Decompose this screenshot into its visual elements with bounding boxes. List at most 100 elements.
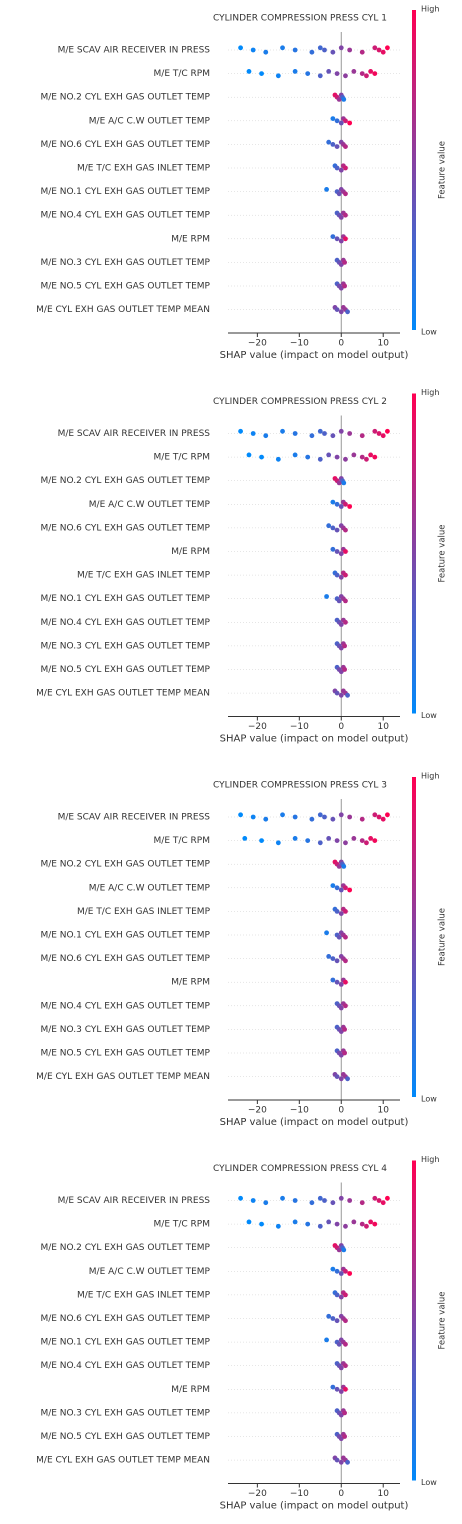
colorbar-label: Feature value (438, 1291, 448, 1349)
shap-point (317, 73, 323, 79)
shap-point (338, 1005, 344, 1011)
shap-point (372, 838, 378, 843)
shap-point (343, 1363, 348, 1369)
shap-point (263, 1200, 269, 1206)
shap-point (376, 1198, 382, 1203)
feature-label: M/E NO.2 CYL EXH GAS OUTLET TEMP (40, 476, 210, 486)
shap-point (385, 1195, 390, 1201)
shap-point (330, 816, 336, 822)
shap-point (345, 692, 350, 698)
shap-point (343, 212, 348, 218)
shap-point (338, 622, 344, 627)
shap-point (280, 812, 285, 818)
shap-point (259, 838, 264, 843)
shap-point (359, 838, 365, 843)
shap-point (343, 456, 348, 462)
shap-point (305, 71, 311, 76)
shap-point (368, 1219, 374, 1225)
shap-point (334, 1074, 340, 1079)
shap-point (334, 958, 340, 964)
shap-point (347, 1271, 353, 1276)
shap-point (334, 527, 340, 533)
feature-label: M/E NO.1 CYL EXH GAS OUTLET TEMP (40, 931, 210, 941)
shap-point (343, 1223, 348, 1229)
shap-point (330, 1384, 336, 1390)
shap-point (338, 238, 344, 244)
feature-label: M/E NO.3 CYL EXH GAS OUTLET TEMP (40, 258, 210, 268)
colorbar-low: Low (421, 1095, 437, 1104)
shap-point (372, 428, 378, 434)
shap-point (343, 144, 348, 150)
shap-point (330, 1316, 336, 1321)
shap-point (338, 1271, 344, 1276)
shap-point (338, 1195, 344, 1201)
shap-point (342, 643, 348, 649)
shap-point (351, 1219, 357, 1225)
shap-point (347, 1198, 353, 1203)
shap-point (334, 71, 340, 76)
shap-point (347, 504, 353, 509)
shap-point (334, 454, 340, 460)
shap-point (343, 1292, 348, 1298)
shap-point (330, 49, 336, 55)
shap-point (385, 812, 390, 818)
shap-point (330, 234, 336, 240)
colorbar-low: Low (421, 1478, 437, 1487)
feature-label: M/E NO.6 CYL EXH GAS OUTLET TEMP (40, 1314, 210, 1324)
feature-label: M/E A/C C.W OUTLET TEMP (89, 1267, 211, 1277)
shap-point (345, 1076, 350, 1082)
shap-point (338, 911, 344, 916)
shap-point (305, 1221, 311, 1227)
shap-point (334, 885, 340, 891)
shap-point (341, 97, 347, 102)
x-tick-label: 10 (377, 339, 389, 349)
shap-point (343, 958, 348, 964)
shap-point (343, 73, 348, 79)
x-tick-label: 0 (338, 1106, 344, 1116)
feature-label: M/E T/C EXH GAS INLET TEMP (77, 164, 211, 174)
shap-point (305, 838, 311, 843)
chart-title: CYLINDER COMPRESSION PRESS CYL 2 (213, 397, 387, 407)
shap-point (263, 816, 269, 822)
shap-point (385, 428, 390, 434)
shap-point (330, 546, 336, 552)
shap-point (259, 71, 264, 76)
feature-label: M/E NO.5 CYL EXH GAS OUTLET TEMP (40, 1049, 210, 1059)
x-tick-label: −20 (248, 1106, 267, 1116)
shap-point (322, 431, 327, 436)
shap-point (347, 887, 353, 893)
shap-point (338, 887, 344, 893)
shap-point (334, 144, 340, 150)
shap-point (330, 116, 336, 121)
shap-point (372, 454, 378, 460)
shap-point (330, 883, 336, 888)
shap-point (275, 73, 281, 79)
colorbar-label: Feature value (438, 908, 448, 966)
feature-label: M/E NO.5 CYL EXH GAS OUTLET TEMP (40, 665, 210, 675)
feature-label: M/E NO.5 CYL EXH GAS OUTLET TEMP (40, 1432, 210, 1442)
shap-point (317, 428, 323, 434)
shap-point (292, 836, 298, 841)
x-tick-label: −10 (290, 722, 309, 732)
shap-point (343, 1318, 348, 1324)
shap-point (317, 1223, 323, 1229)
shap-point (334, 1318, 340, 1324)
feature-label: M/E NO.1 CYL EXH GAS OUTLET TEMP (40, 1338, 210, 1348)
shap-point (342, 260, 348, 265)
shap-point (309, 433, 315, 439)
chart-title: CYLINDER COMPRESSION PRESS CYL 3 (213, 781, 387, 791)
shap-point (359, 1200, 365, 1206)
shap-point (338, 309, 344, 315)
shap-point (330, 956, 336, 961)
x-tick-label: −10 (290, 339, 309, 349)
shap-point (376, 47, 382, 53)
shap-point (338, 551, 344, 557)
shap-point (336, 598, 342, 604)
shap-point (338, 692, 344, 698)
shap-point (342, 667, 348, 672)
shap-point (343, 1341, 348, 1347)
shap-point (259, 1221, 264, 1227)
shap-point (343, 1003, 348, 1009)
shap-point (309, 1200, 315, 1206)
